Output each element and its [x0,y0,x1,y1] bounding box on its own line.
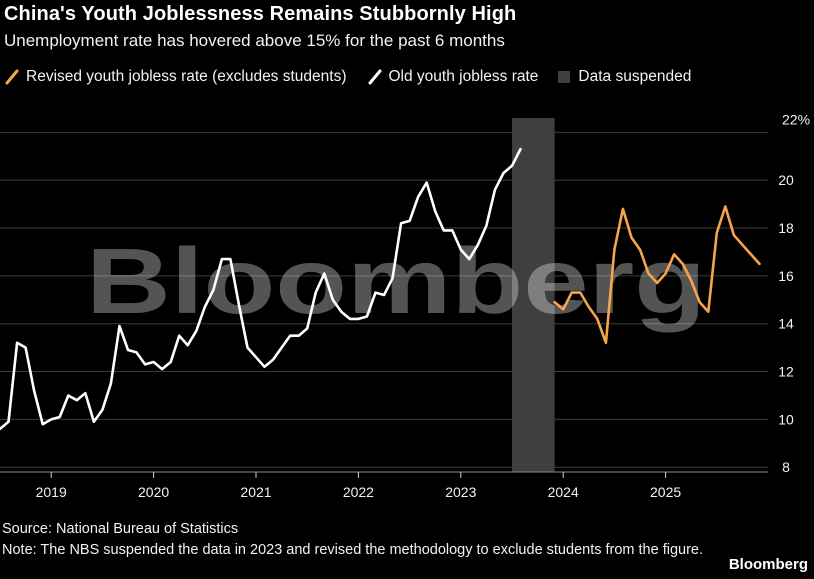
legend-revised-label: Revised youth jobless rate (excludes stu… [26,68,347,85]
x-tick-label-2025: 2025 [650,484,681,500]
x-tick-label-2021: 2021 [240,484,271,500]
y-tick-label-22: 22% [782,111,810,127]
y-tick-label-14: 14 [778,316,794,332]
methodology-note: Note: The NBS suspended the data in 2023… [2,542,704,558]
legend-suspended-swatch [558,71,571,83]
x-tick-label-2024: 2024 [548,484,579,500]
legend-suspended-label: Data suspended [578,68,692,85]
x-tick-label-2022: 2022 [343,484,374,500]
suspended-band [512,118,555,472]
chart-title: China's Youth Joblessness Remains Stubbo… [4,3,517,25]
y-tick-label-10: 10 [778,411,794,427]
x-tick-label-2019: 2019 [36,484,67,500]
y-tick-label-20: 20 [778,172,794,188]
legend-item-old: Old youth jobless rate [367,68,539,86]
bloomberg-logo: Bloomberg [728,556,808,573]
series-line-old [0,147,522,431]
y-tick-label-16: 16 [778,268,794,284]
legend-item-revised: Revised youth jobless rate (excludes stu… [4,68,347,86]
legend-revised-slash-icon [5,69,19,85]
chart-subtitle: Unemployment rate has hovered above 15% … [4,31,505,50]
x-tick-label-2020: 2020 [138,484,169,500]
series-line-revised [553,205,761,345]
y-tick-label-12: 12 [778,364,794,380]
legend-item-suspended: Data suspended [558,68,691,86]
legend: Revised youth jobless rate (excludes stu… [4,67,711,87]
source-note: Source: National Bureau of Statistics [2,521,239,537]
legend-old-slash-icon [368,69,381,85]
y-tick-label-18: 18 [778,220,794,236]
y-tick-label-8: 8 [782,459,790,475]
legend-old-label: Old youth jobless rate [388,68,539,85]
x-tick-label-2023: 2023 [445,484,476,500]
bloomberg-watermark: Bloomberg [86,229,706,333]
